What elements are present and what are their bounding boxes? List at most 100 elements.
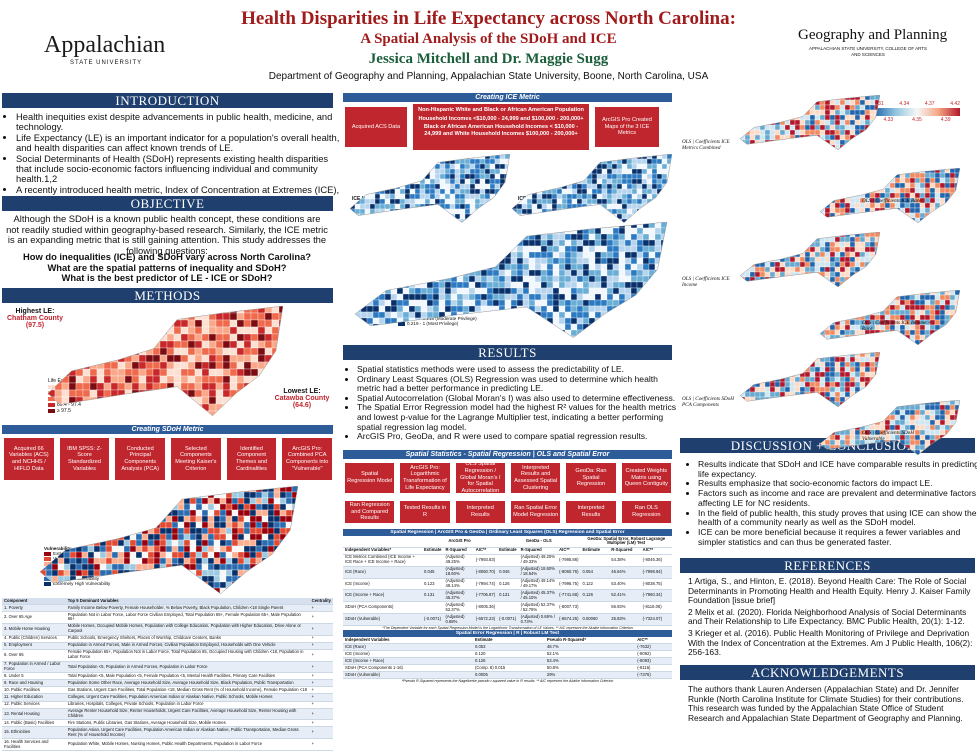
reference-list: 1 Artiga, S., and Hinton, E. (2018). Bey… [688,577,974,660]
cell: 53.4% [545,658,635,665]
reference: 1 Artiga, S., and Hinton, E. (2018). Bey… [688,577,974,606]
cell: 0.00060 [580,614,609,626]
acknowledgements-text: The authors thank Lauren Andersen (Appal… [688,685,974,723]
cell: Mobile Homes, Occupied Mobile Homes, Pop… [66,623,310,635]
bullet: Results indicate that SDoH and ICE have … [698,460,977,479]
cell: 0.131 [497,590,518,602]
affiliation: Department of Geography and Planning, Ap… [150,71,827,82]
cell: ICE (Race) [343,566,422,578]
group-cell: GeoDa: Spatial Error, Robust Lagrange Mu… [580,536,672,547]
intro-list: Health inequities exist despite advancem… [4,112,341,206]
section-heading: OBJECTIVE [2,196,333,211]
spatial-error-table: Spatial Error Regression | R | Robust LM… [343,630,672,683]
cell: 4. Public (Children) Services [2,635,66,642]
map-label: OLS | Coefficients SDoH Vulnerable [862,430,932,442]
cell: 53.40% [609,578,640,590]
flow-box: Non-Hispanic White and Black or African … [413,104,589,150]
cell: + [310,687,333,694]
legend-label: 4.33 [883,117,893,123]
map-label: OLS | Coefficients ICE Income + Race [862,320,932,332]
flow-box: Interpreted Results [566,501,615,523]
cell: (-7632) [635,644,672,651]
map-label: OLS | Coefficients ICE Income [682,276,738,288]
map [48,306,283,418]
flow-box: Identified Component Themes and Cardinal… [227,438,277,480]
cell: 0.045 [422,566,443,578]
table-title: Spatial Error Regression | R | Robust LM… [343,630,672,637]
subtitle: A Spatial Analysis of the SDoH and ICE [150,31,827,48]
cell: 0.122 [580,578,609,590]
cell: (Adjusted) 0.68% / 0.73% [519,614,558,626]
header-cell: Estimate [422,547,443,554]
header-cell: Estimate [580,547,609,554]
cell: 50.8% [545,665,635,672]
cell: (-0.0071) [497,614,518,626]
cell: 0.123 [422,578,443,590]
cell: (-8038.75) [641,578,672,590]
cell [580,554,609,566]
cell: (-7993.83) [474,554,497,566]
map [740,95,880,151]
cell: (-7998.94) [641,566,672,578]
cell: ICE (Income + Race) [343,590,422,602]
cell: (-8007.73) [557,602,580,614]
section-heading: METHODS [2,288,333,303]
map [40,486,298,596]
row: SDoH (PCA Components 1-16)(Comp. 8) 0.01… [343,665,672,672]
cell: 54.38% [609,554,640,566]
cell: 52.1% [545,651,635,658]
flow-box: ArcGIS Pro Created Maps of the 3 ICE Met… [595,107,659,147]
header-cell: AIC** [641,547,672,554]
cell: ICE (Income) [343,651,473,658]
cell: (-8046.36) [641,554,672,566]
cell: 3. Mobile Home Housing [2,623,66,635]
cell: + [310,635,333,642]
cell: (-7324.07) [641,614,672,626]
cell: (Adjusted) 49.14% / 49.17% [519,578,558,590]
section-heading: INTRODUCTION [2,93,333,108]
flow-box: Created Weights Matrix using Queen Conti… [622,463,671,493]
header-cell: R-Squared [443,547,473,554]
row: ICE (Income)0.123(Adjusted) 49.14%(-7994… [343,578,672,590]
cell: (Adjusted) 52.37% [443,602,473,614]
map-label: OLS | Coefficients ICE Race [862,198,932,204]
text: Household Incomes <$10,000 - 24,999 and … [415,116,587,123]
row: ICE Metrics Combined (ICE Income + ICE R… [343,554,672,566]
flow-box: Selected Components Meeting Kaiser's Cri… [171,438,221,480]
cell: 56.93% [609,602,640,614]
map [740,232,880,288]
cell: (-7706.87) [474,590,497,602]
cell: (Adjusted) 52.37% / 52.76% [519,602,558,614]
map [820,400,960,456]
title: Health Disparities in Life Expectancy ac… [150,8,827,30]
question: How do inequalities (ICE) and SDoH vary … [6,252,328,263]
row: SDoH (Vulnerable)(-0.0071)(Adjusted) 0.6… [343,614,672,626]
cell: + [310,673,333,680]
cell: (-7996.75) [557,578,580,590]
cell: 52.41% [609,590,640,602]
cell: Population Not in Labor Force, Labor For… [66,612,310,624]
flow-box: Ran Regression and Compared Results [345,501,394,523]
flow-box: GeoDa: Ran Spatial Regression [566,463,615,493]
logo-left: Appalachian [44,32,165,59]
bullet: Ordinary Least Squares (OLS) Regression … [357,375,681,394]
map [512,154,672,224]
section-heading: RESULTS [343,345,672,360]
group-cell: ArcGIS Pro [422,536,497,547]
cell: SDoH (PCA Components) [343,602,422,614]
cell: 46.64% [609,566,640,578]
